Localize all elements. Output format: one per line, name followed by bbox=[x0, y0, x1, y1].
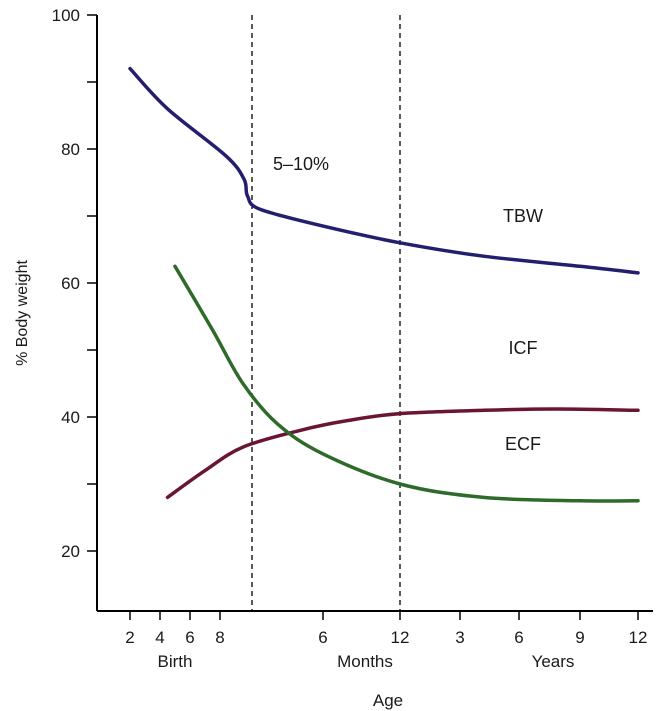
x-tick-label: 2 bbox=[125, 628, 134, 647]
x-tick-label: 12 bbox=[629, 628, 648, 647]
y-tick-label: 100 bbox=[52, 6, 80, 25]
x-tick-label: 8 bbox=[215, 628, 224, 647]
x-tick-label: 9 bbox=[575, 628, 584, 647]
x-group-label: Years bbox=[532, 652, 575, 671]
y-tick-label: 80 bbox=[61, 140, 80, 159]
x-tick-label: 6 bbox=[185, 628, 194, 647]
series-label-ecf: ECF bbox=[505, 434, 541, 454]
y-tick-label: 40 bbox=[61, 408, 80, 427]
series-line-tbw bbox=[128, 66, 640, 275]
x-tick-label: 3 bbox=[455, 628, 464, 647]
series-lines bbox=[128, 66, 640, 503]
x-tick-label: 6 bbox=[514, 628, 523, 647]
ticks: 20 40 60 80 100 2 4 6 8 6 12 3 6 9 12 bbox=[52, 6, 648, 647]
axes bbox=[96, 15, 653, 612]
series-label-icf: ICF bbox=[509, 338, 538, 358]
x-axis-label: Age bbox=[373, 691, 403, 710]
y-tick-label: 20 bbox=[61, 542, 80, 561]
annotation-label: 5–10% bbox=[273, 154, 329, 174]
y-tick-label: 60 bbox=[61, 274, 80, 293]
series-line-icf bbox=[165, 407, 640, 500]
x-group-label: Birth bbox=[158, 652, 193, 671]
labels: Birth Months Years Age % Body weight TBW ICF EC… bbox=[14, 154, 574, 710]
y-axis-label: % Body weight bbox=[14, 260, 31, 366]
x-group-label: Months bbox=[337, 652, 393, 671]
vertical-markers bbox=[251, 15, 401, 611]
series-line-ecf bbox=[173, 264, 640, 503]
series-label-tbw: TBW bbox=[503, 206, 543, 226]
x-tick-label: 6 bbox=[318, 628, 327, 647]
x-tick-label: 12 bbox=[391, 628, 410, 647]
x-tick-label: 4 bbox=[155, 628, 164, 647]
